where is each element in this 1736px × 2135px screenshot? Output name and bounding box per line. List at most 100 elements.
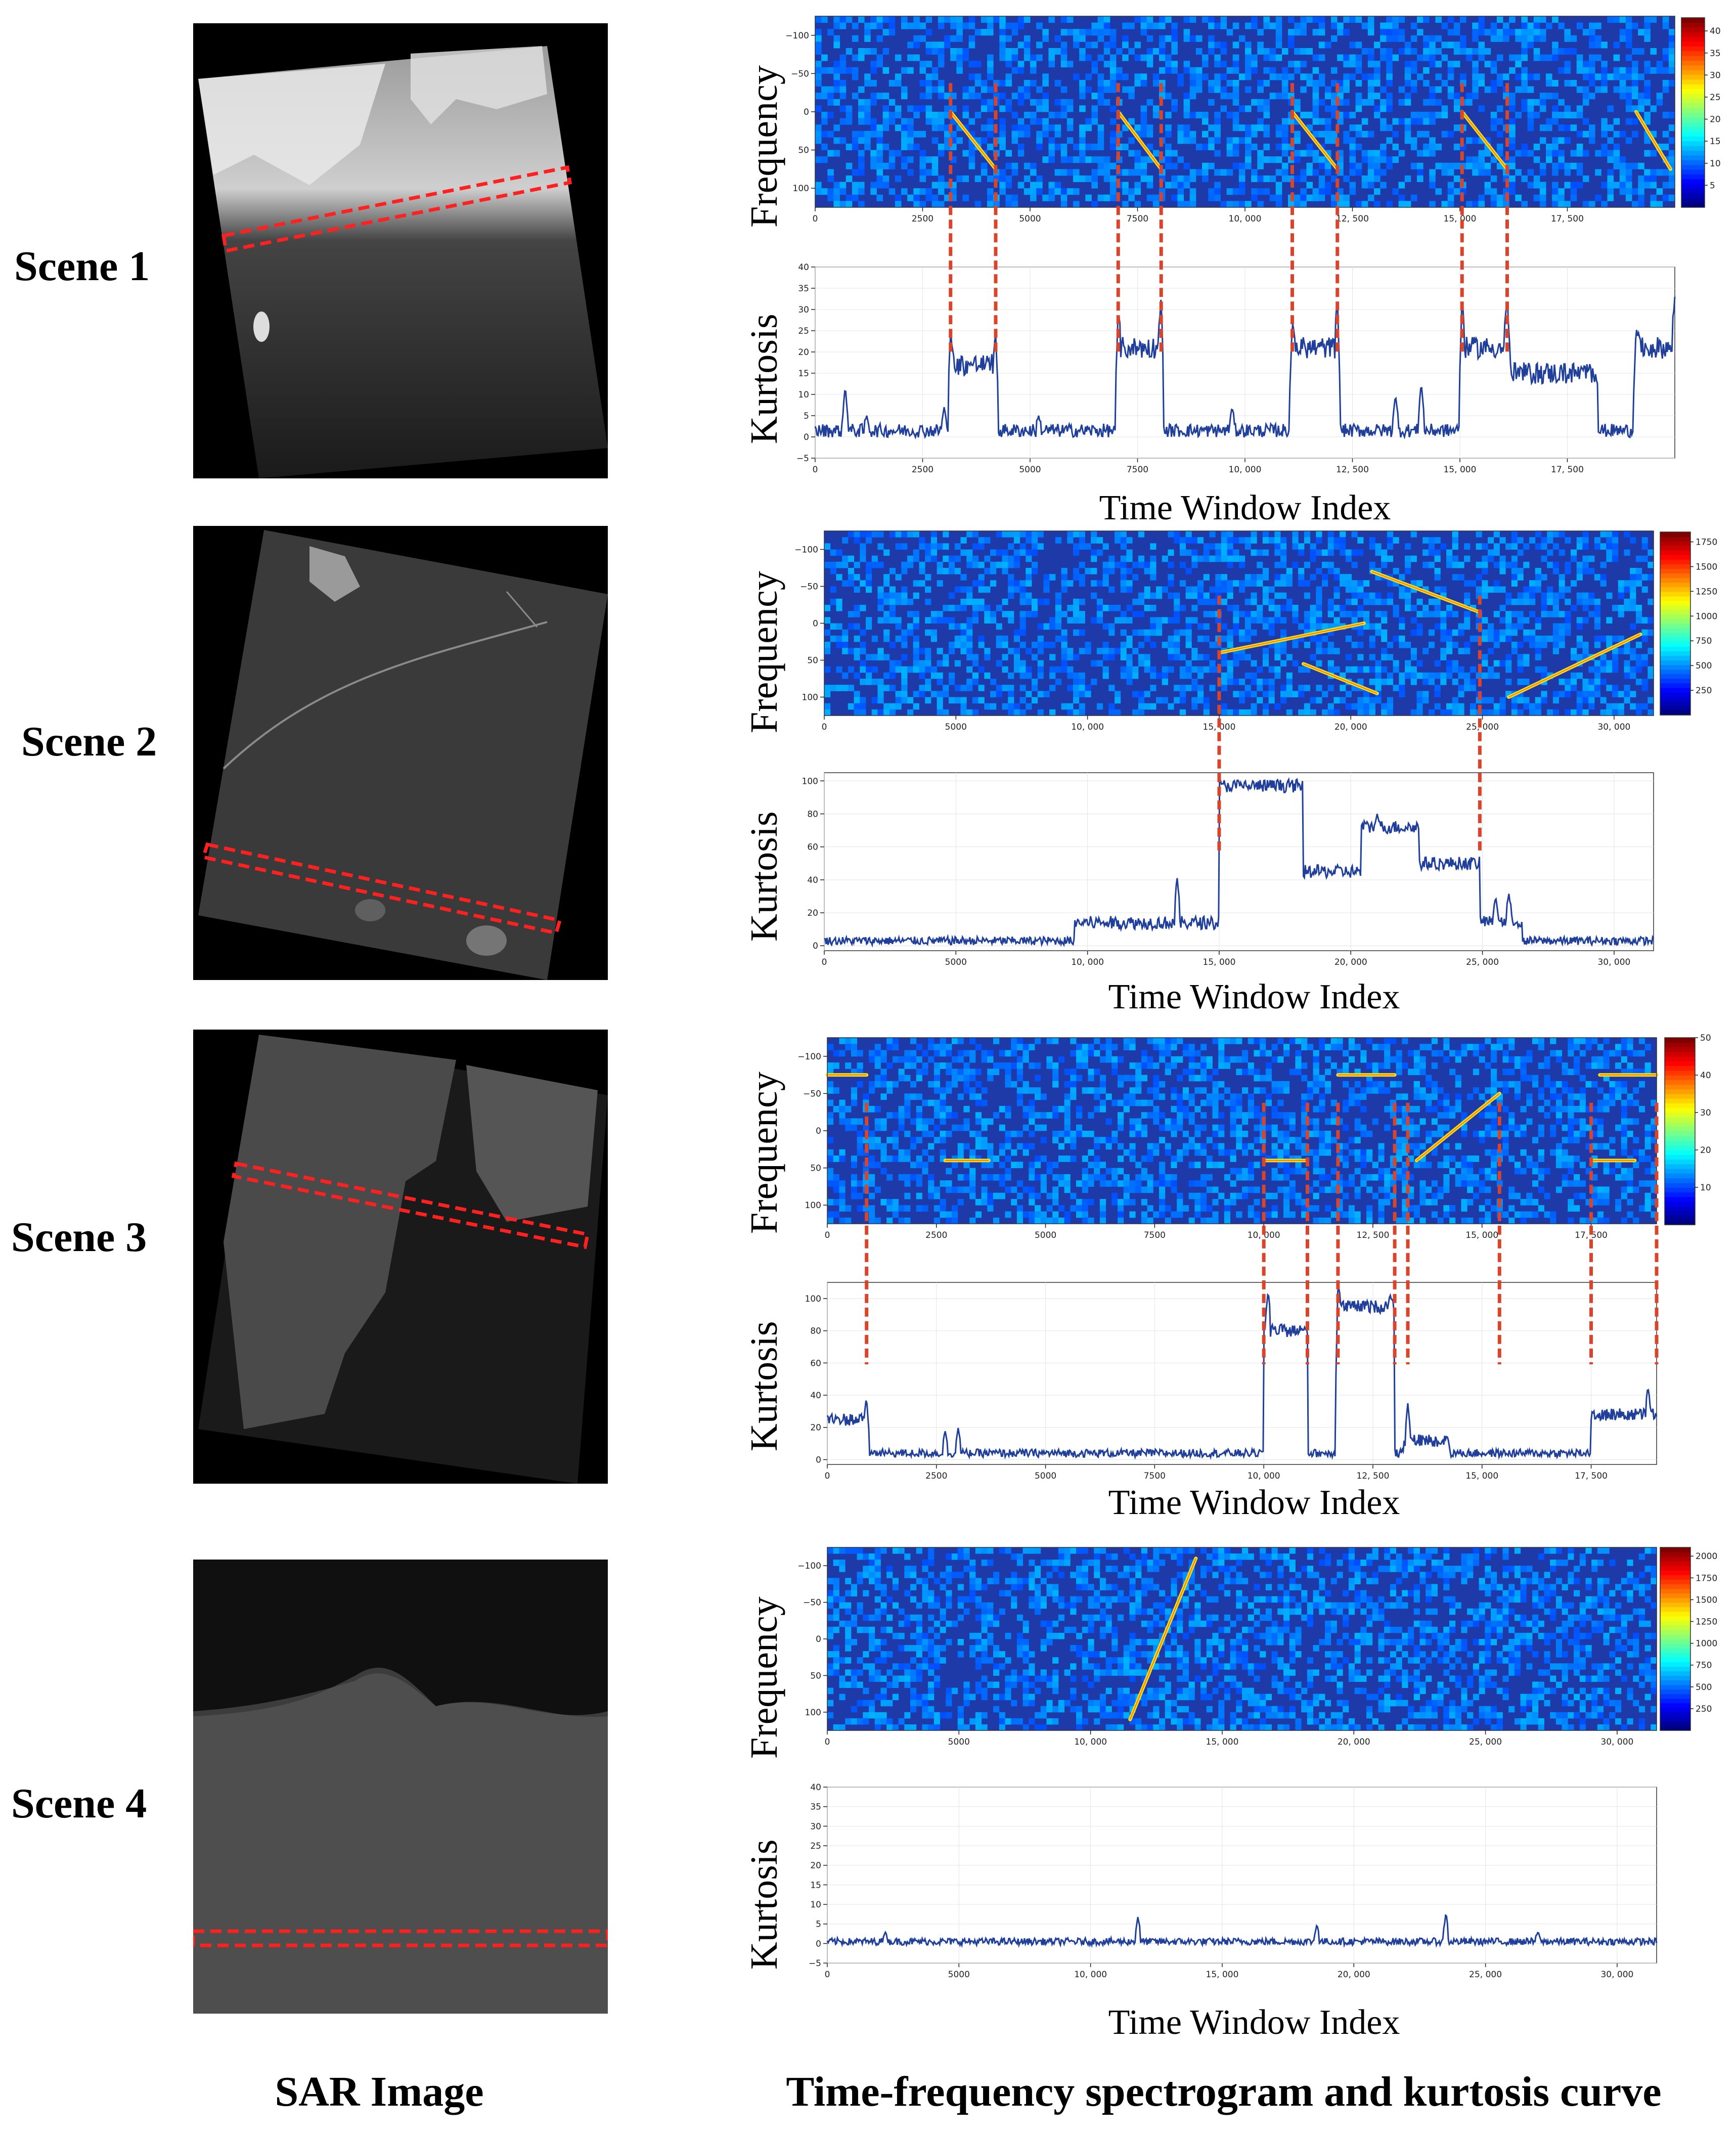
colorbar-3-segment-25 — [1665, 1107, 1695, 1113]
colorbar-1-segment-29 — [1681, 70, 1705, 75]
colorbar-3-segment-30 — [1665, 1084, 1695, 1090]
kurtosis-2-xtick-label-6: 25, 000 — [1466, 957, 1499, 967]
colorbar-4-segment-6 — [1660, 1703, 1690, 1708]
kurtosis-3-xtick-label-1: 0 — [825, 1471, 830, 1481]
colorbar-2-segment-4 — [1660, 696, 1690, 702]
spectrogram-3-ytick-label-4: 50 — [810, 1164, 821, 1174]
colorbar-4-segment-33 — [1660, 1579, 1690, 1584]
colorbar-2-segment-2 — [1660, 705, 1690, 711]
colorbar-3-segment-14 — [1665, 1159, 1695, 1165]
kurtosis-3-ytick-label-1: 0 — [816, 1455, 821, 1465]
colorbar-4-segment-7 — [1660, 1698, 1690, 1704]
kurtosis-4-curve — [826, 1914, 1658, 1948]
spectrogram-1-ytick-label-4: 50 — [798, 146, 809, 156]
spectrogram-4-xtick-label-3: 10, 000 — [1074, 1737, 1107, 1747]
kurtosis-3-xtick-label-6: 12, 500 — [1357, 1471, 1390, 1481]
kurtosis-2-xtick-label-1: 0 — [822, 957, 827, 967]
colorbar-1-segment-4 — [1681, 188, 1705, 194]
kurtosis-4-ytick-label-10: 40 — [810, 1783, 821, 1793]
kurtosis-4-xtick-label-7: 30, 000 — [1600, 1970, 1633, 1980]
colorbar-3-segment-32 — [1665, 1075, 1695, 1080]
colorbar-2-segment-6 — [1660, 687, 1690, 693]
colorbar-1-tick-label-5: 25 — [1710, 93, 1721, 103]
colorbar-1-segment-22 — [1681, 103, 1705, 108]
colorbar-3-segment-31 — [1665, 1080, 1695, 1085]
spectrogram-2-ytick-label-1: −100 — [794, 545, 818, 555]
colorbar-3-segment-33 — [1665, 1070, 1695, 1076]
kurtosis-1-xtick-label-2: 2500 — [912, 465, 933, 475]
colorbar-3-segment-36 — [1665, 1056, 1695, 1061]
kurtosis-4-ytick-label-4: 10 — [810, 1900, 821, 1910]
kurtosis-2-xtick-label-5: 20, 000 — [1334, 957, 1367, 967]
colorbar-1-segment-28 — [1681, 74, 1705, 80]
colorbar-1-segment-37 — [1681, 32, 1705, 37]
colorbar-3-segment-27 — [1665, 1098, 1695, 1104]
colorbar-2-segment-39 — [1660, 537, 1690, 542]
spectrogram-1-signal-core-2 — [1118, 111, 1162, 169]
colorbar-2-segment-34 — [1660, 559, 1690, 564]
spectrogram-1-xtick-label-3: 5000 — [1019, 214, 1041, 224]
kurtosis-3-xtick-label-5: 10, 000 — [1248, 1471, 1280, 1481]
colorbar-4-segment-24 — [1660, 1620, 1690, 1626]
colorbar-4-segment-14 — [1660, 1666, 1690, 1671]
kurtosis-1-ytick-label-1: −5 — [796, 454, 809, 464]
spectrogram-4-ytick-label-4: 50 — [810, 1671, 821, 1681]
colorbar-1-segment-19 — [1681, 117, 1705, 122]
kurtosis-1-curve — [814, 296, 1676, 440]
colorbar-4-segment-20 — [1660, 1639, 1690, 1644]
spectrogram-4-xtick-label-4: 15, 000 — [1206, 1737, 1239, 1747]
kurtosis-2-ytick-label-2: 20 — [807, 908, 818, 918]
colorbar-2-segment-1 — [1660, 710, 1690, 716]
kurtosis-2-ytick-label-6: 100 — [802, 776, 818, 786]
kurtosis-4-xtick-label-4: 15, 000 — [1206, 1970, 1239, 1980]
scene-1-label: Scene 1 — [14, 243, 150, 290]
spectrogram-2-signal-core-4 — [1508, 634, 1641, 698]
colorbar-2-segment-8 — [1660, 678, 1690, 684]
colorbar-3-segment-16 — [1665, 1150, 1695, 1155]
colorbar-3-segment-35 — [1665, 1061, 1695, 1066]
colorbar-4-segment-35 — [1660, 1570, 1690, 1575]
colorbar-1-segment-14 — [1681, 141, 1705, 146]
colorbar-1-tick-label-3: 15 — [1710, 137, 1721, 147]
colorbar-4-segment-38 — [1660, 1556, 1690, 1562]
colorbar-3-segment-21 — [1665, 1126, 1695, 1132]
colorbar-1-segment-36 — [1681, 36, 1705, 42]
colorbar-3-segment-18 — [1665, 1140, 1695, 1146]
kurtosis-4-xtick-label-5: 20, 000 — [1338, 1970, 1370, 1980]
colorbar-4-segment-18 — [1660, 1648, 1690, 1653]
colorbar-2-segment-10 — [1660, 669, 1690, 675]
x-axis-label-4: Time Window Index — [1108, 2003, 1400, 2042]
colorbar-2-segment-9 — [1660, 674, 1690, 679]
colorbar-1-tick-label-7: 35 — [1710, 49, 1721, 59]
spectrogram-1-xtick-label-6: 12, 500 — [1336, 214, 1369, 224]
spectrogram-4-xtick-label-2: 5000 — [948, 1737, 970, 1747]
colorbar-4-segment-30 — [1660, 1593, 1690, 1598]
kurtosis-1-xtick-label-7: 15, 000 — [1444, 465, 1477, 475]
colorbar-1-tick-label-1: 5 — [1710, 181, 1715, 191]
spectrogram-3-ytick-label-3: 0 — [816, 1126, 821, 1136]
kurtosis-2-xtick-label-3: 10, 000 — [1071, 957, 1104, 967]
colorbar-1-segment-2 — [1681, 198, 1705, 203]
colorbar-4-segment-34 — [1660, 1575, 1690, 1580]
kurtosis-4-xtick-label-2: 5000 — [948, 1970, 970, 1980]
spectrogram-3-signal-core-7 — [1416, 1093, 1500, 1161]
scene-3-label: Scene 3 — [11, 1214, 147, 1261]
kurtosis-1-ytick-label-4: 10 — [798, 390, 809, 400]
spectrogram-1-ytick-label-5: 100 — [793, 184, 809, 194]
colorbar-3-segment-39 — [1665, 1042, 1695, 1048]
kurtosis-3-curve — [826, 1287, 1658, 1460]
kurtosis-3-ytick-label-4: 60 — [810, 1358, 821, 1368]
colorbar-3-tick-label-2: 20 — [1700, 1145, 1711, 1155]
colorbar-2-frame — [1660, 531, 1691, 716]
spectrogram-4-xtick-label-7: 30, 000 — [1600, 1737, 1633, 1747]
colorbar-2-segment-11 — [1660, 664, 1690, 670]
kurtosis-2-ytick-label-1: 0 — [813, 941, 818, 951]
colorbar-2-segment-3 — [1660, 701, 1690, 706]
spectrogram-4-xtick-label-5: 20, 000 — [1338, 1737, 1370, 1747]
colorbar-2-segment-18 — [1660, 633, 1690, 638]
colorbar-3-segment-38 — [1665, 1047, 1695, 1052]
x-axis-label-3: Time Window Index — [1108, 1483, 1400, 1522]
colorbar-1-segment-18 — [1681, 122, 1705, 127]
colorbar-2-segment-16 — [1660, 642, 1690, 647]
colorbar-1-frame — [1681, 17, 1705, 208]
